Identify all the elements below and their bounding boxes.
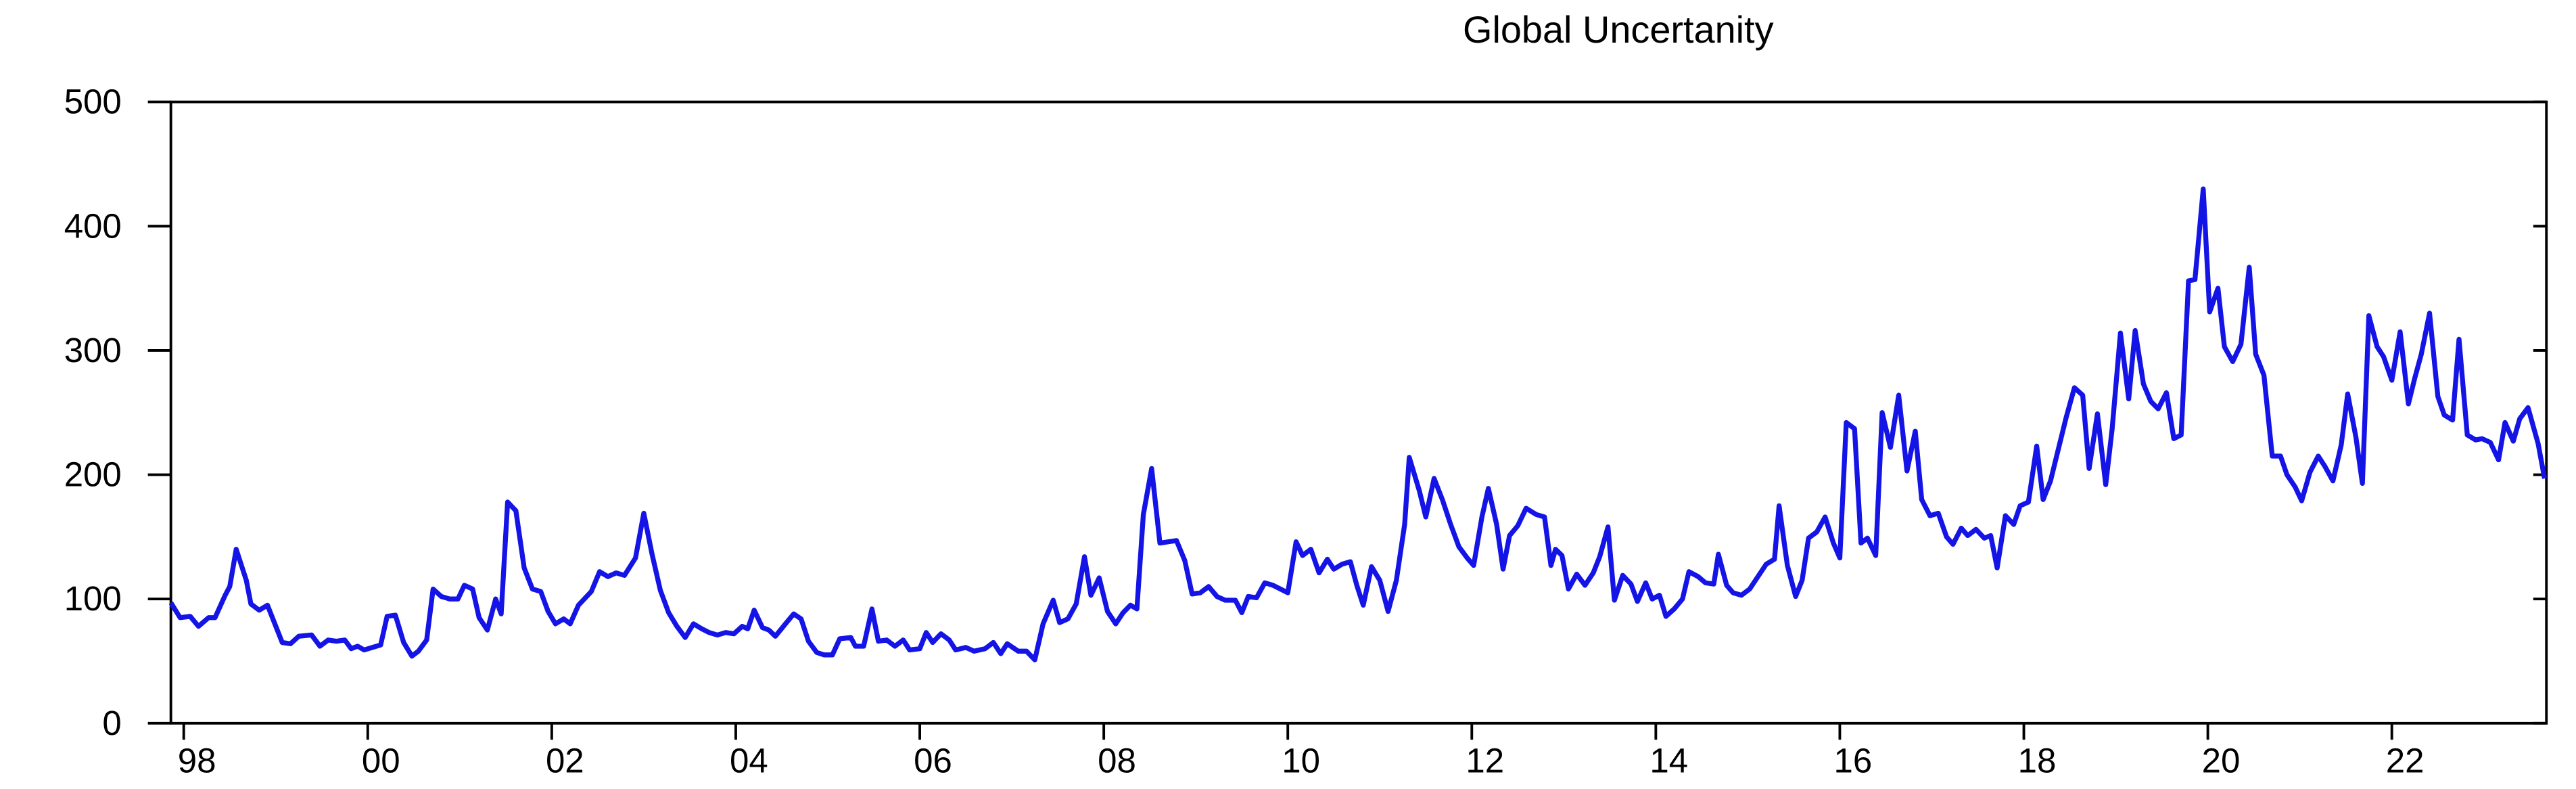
x-tick-label: 10 xyxy=(1282,742,1320,780)
x-tick-label: 02 xyxy=(546,742,584,780)
x-tick-label: 16 xyxy=(1834,742,1873,780)
x-tick-label: 04 xyxy=(730,742,768,780)
x-tick-label: 14 xyxy=(1649,742,1688,780)
x-tick-label: 18 xyxy=(2018,742,2057,780)
series-line xyxy=(168,186,2548,662)
x-tick-label: 08 xyxy=(1098,742,1136,780)
x-tick-label: 00 xyxy=(362,742,400,780)
x-tick-label: 20 xyxy=(2202,742,2241,780)
y-tick-label: 500 xyxy=(64,83,122,121)
y-tick-label: 100 xyxy=(64,579,122,618)
plot-frame xyxy=(169,100,2548,725)
y-tick-label: 0 xyxy=(102,704,121,742)
x-tick-label: 12 xyxy=(1466,742,1504,780)
y-tick-label: 300 xyxy=(64,331,122,369)
y-tick-label: 400 xyxy=(64,206,122,245)
x-tick-label: 06 xyxy=(914,742,952,780)
x-tick-label: 22 xyxy=(2386,742,2425,780)
y-tick-label: 200 xyxy=(64,455,122,494)
chart-title: Global Uncertanity xyxy=(1463,8,1774,51)
x-tick-label: 98 xyxy=(178,742,216,780)
